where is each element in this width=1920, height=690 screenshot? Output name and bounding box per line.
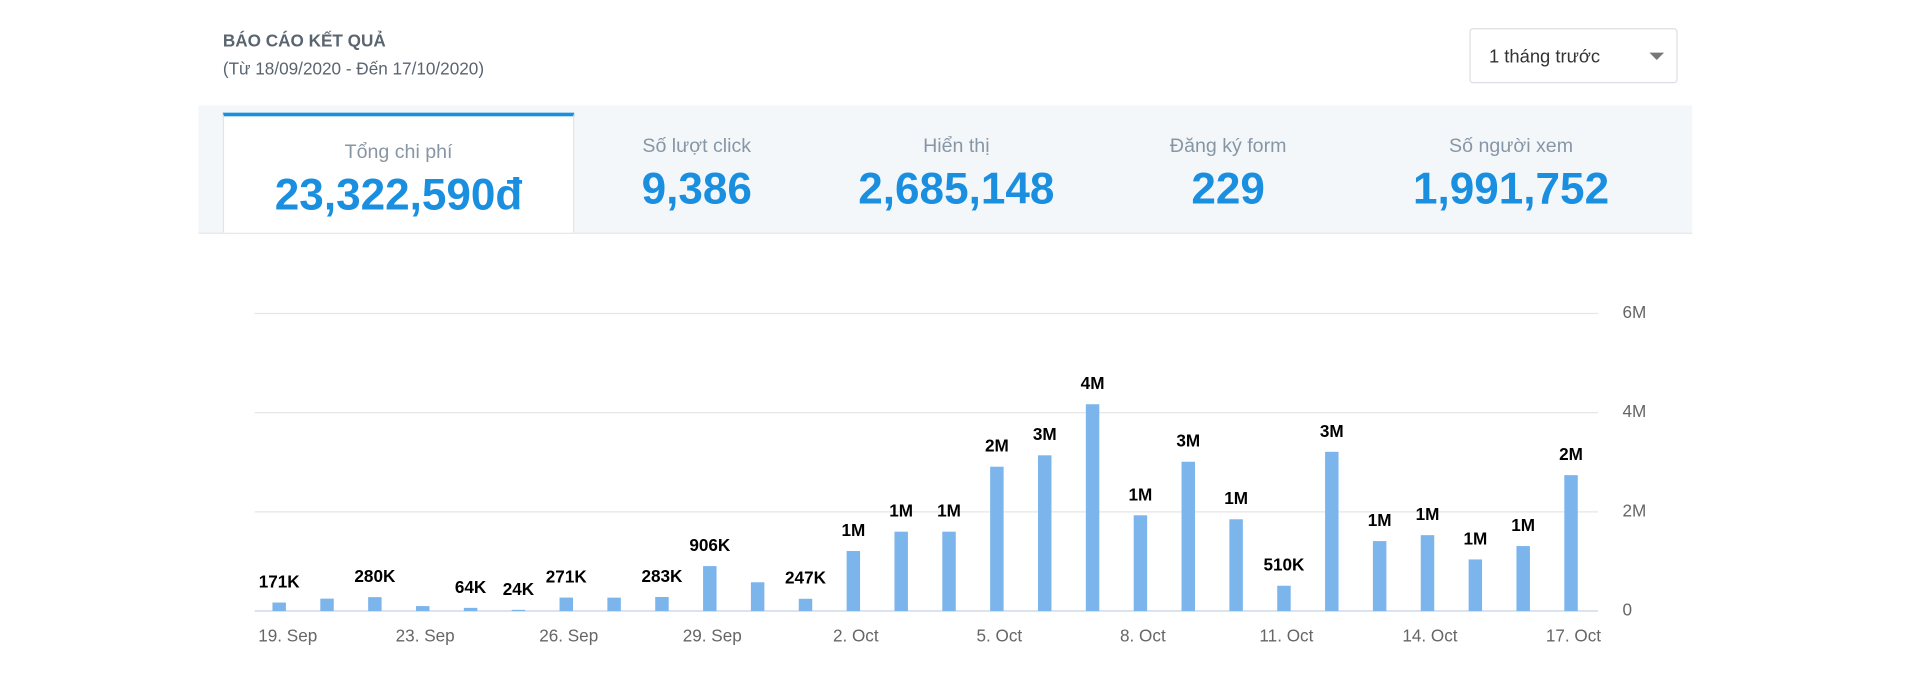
bar bbox=[1325, 451, 1339, 612]
bar bbox=[750, 582, 765, 612]
data-label: 1M bbox=[1416, 504, 1440, 524]
bar bbox=[511, 609, 526, 612]
x-tick-label: 11. Oct bbox=[1259, 625, 1313, 645]
data-label: 247K bbox=[785, 568, 827, 588]
bar bbox=[798, 598, 813, 612]
x-tick-label: 19. Sep bbox=[258, 625, 317, 645]
dropdown-arrow bbox=[1649, 52, 1665, 61]
bar bbox=[1085, 404, 1100, 612]
data-label: 3M bbox=[1176, 431, 1200, 451]
data-label: 2M bbox=[985, 436, 1009, 456]
x-tick-label: 2. Oct bbox=[833, 625, 879, 645]
bar bbox=[990, 466, 1004, 612]
stat-tab[interactable]: Tổng chi phí 23,322,590đ bbox=[222, 112, 575, 233]
data-label: 24K bbox=[503, 579, 535, 599]
data-label: 1M bbox=[841, 520, 865, 540]
stat-value: 23,322,590đ bbox=[274, 168, 523, 220]
bar bbox=[894, 531, 908, 612]
period-dropdown[interactable]: 1 tháng trước bbox=[1469, 28, 1678, 84]
stat-value: 2,685,148 bbox=[858, 162, 1055, 214]
bar bbox=[368, 597, 382, 612]
bar bbox=[320, 598, 334, 612]
bar bbox=[1372, 541, 1387, 612]
data-label: 283K bbox=[641, 566, 683, 586]
x-tick-label: 8. Oct bbox=[1120, 625, 1166, 645]
bar bbox=[1516, 546, 1530, 612]
stat-label: Tổng chi phí bbox=[344, 142, 453, 163]
data-label: 906K bbox=[689, 535, 731, 555]
y-tick-label: 2M bbox=[1622, 500, 1646, 520]
data-label: 171K bbox=[259, 571, 301, 591]
bar bbox=[846, 551, 861, 612]
data-label: 1M bbox=[1224, 488, 1248, 508]
bar bbox=[559, 597, 573, 612]
data-label: 2M bbox=[1559, 444, 1583, 464]
bar bbox=[942, 531, 956, 612]
stat-tab[interactable]: Số người xem 1,991,752 bbox=[1379, 113, 1643, 233]
bar bbox=[415, 606, 430, 612]
data-label: 1M bbox=[1511, 515, 1535, 535]
stat-value: 9,386 bbox=[641, 162, 752, 214]
data-label: 1M bbox=[889, 501, 913, 521]
y-tick-label: 6M bbox=[1622, 302, 1646, 322]
data-label: 510K bbox=[1263, 555, 1305, 575]
stats-bar: Tổng chi phí 23,322,590đ Số lượt click 9,38… bbox=[198, 105, 1693, 234]
bar bbox=[1037, 455, 1052, 612]
x-tick-label: 17. Oct bbox=[1546, 625, 1601, 645]
bar bbox=[1277, 585, 1291, 612]
data-label: 64K bbox=[455, 577, 487, 597]
x-tick-label: 14. Oct bbox=[1402, 625, 1457, 645]
stat-label: Số người xem bbox=[1449, 135, 1574, 157]
stat-tab[interactable]: Đăng ký form 229 bbox=[1107, 113, 1349, 233]
data-label: 3M bbox=[1033, 424, 1057, 444]
x-tick-label: 5. Oct bbox=[976, 625, 1022, 645]
data-label: 3M bbox=[1320, 421, 1344, 441]
bar bbox=[655, 596, 669, 612]
bar bbox=[1564, 475, 1578, 612]
y-tick-label: 0 bbox=[1622, 600, 1632, 620]
data-label: 1M bbox=[1463, 528, 1487, 548]
report-subtitle: (Từ 18/09/2020 - Đến 17/10/2020) bbox=[222, 58, 485, 79]
data-label: 1M bbox=[937, 501, 961, 521]
stat-tab[interactable]: Hiển thị 2,685,148 bbox=[835, 113, 1077, 233]
dropdown-text: 1 tháng trước bbox=[1488, 46, 1601, 68]
y-tick-label: 4M bbox=[1622, 401, 1646, 421]
bar bbox=[1229, 519, 1243, 612]
bar bbox=[703, 566, 717, 612]
data-label: 1M bbox=[1368, 510, 1392, 530]
stat-label: Đăng ký form bbox=[1169, 135, 1287, 157]
bar bbox=[1420, 535, 1435, 612]
stat-label: Hiển thị bbox=[923, 135, 990, 157]
x-tick-label: 23. Sep bbox=[396, 625, 455, 645]
bar bbox=[272, 602, 286, 612]
stat-value: 1,991,752 bbox=[1412, 162, 1610, 214]
stat-tab[interactable]: Số lượt click 9,386 bbox=[576, 113, 818, 233]
bar bbox=[607, 597, 621, 612]
bar bbox=[1468, 559, 1483, 612]
data-label: 1M bbox=[1129, 484, 1153, 504]
bar bbox=[1133, 515, 1148, 612]
stat-label: Số lượt click bbox=[642, 135, 752, 157]
bar bbox=[1181, 461, 1195, 612]
x-tick-label: 29. Sep bbox=[683, 625, 742, 645]
stat-value: 229 bbox=[1191, 162, 1265, 214]
bar bbox=[463, 607, 478, 612]
data-label: 280K bbox=[354, 566, 396, 586]
data-label: 271K bbox=[546, 567, 588, 587]
data-label: 4M bbox=[1081, 373, 1105, 393]
report-title: BÁO CÁO KẾT QUẢ bbox=[222, 30, 386, 51]
x-tick-label: 26. Sep bbox=[539, 625, 598, 645]
